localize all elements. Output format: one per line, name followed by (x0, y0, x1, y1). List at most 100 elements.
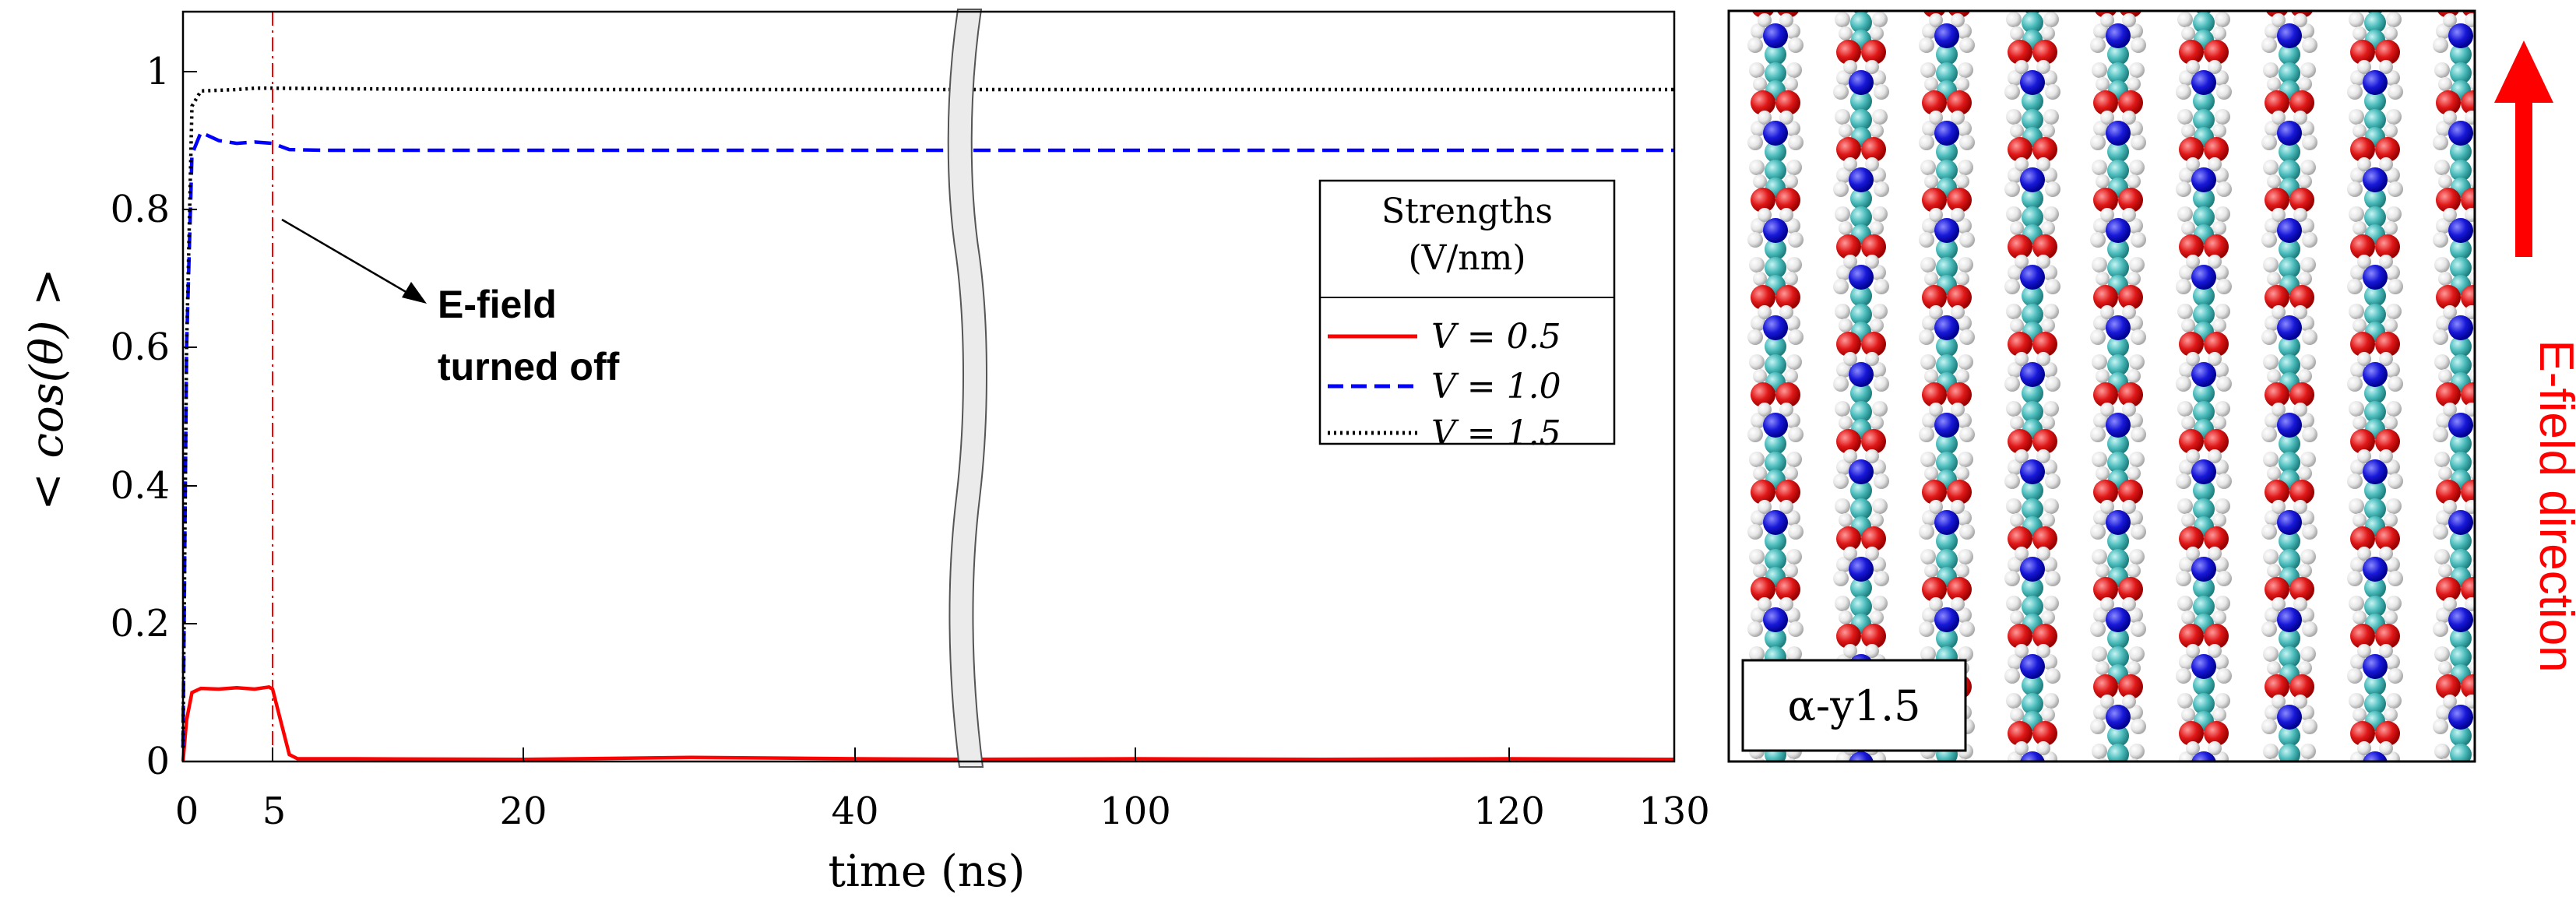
molecule (2090, 500, 2146, 602)
molecule (2090, 695, 2146, 761)
molecule (2004, 547, 2060, 649)
molecule (2176, 644, 2232, 746)
molecule (1833, 839, 1889, 918)
molecule (2004, 644, 2060, 746)
y-tick-label: 0.8 (111, 188, 170, 231)
molecule (2433, 13, 2475, 115)
series-layer (181, 86, 1675, 762)
legend-label-v10: V = 1.0 (1431, 367, 1561, 406)
x-tick-label: 100 (1100, 790, 1171, 833)
molecule (1833, 741, 1889, 761)
annotation-arrow-line (281, 218, 413, 297)
x-tick-label: 130 (1638, 790, 1710, 833)
molecule (2090, 792, 2146, 894)
molecule (2176, 255, 2232, 357)
molecule (2261, 13, 2317, 115)
plot-frame (181, 10, 1676, 763)
molecule (2090, 597, 2146, 699)
molecular-snapshot: α-y1.5 (1727, 9, 2489, 918)
molecule (2176, 839, 2232, 918)
molecule (1747, 403, 1804, 505)
molecule (1747, 13, 1804, 115)
molecule (2004, 449, 2060, 551)
molecule (1833, 352, 1889, 454)
molecule (1833, 157, 1889, 259)
x-tick-label: 20 (499, 790, 547, 833)
legend-label-v15: V = 1.5 (1431, 413, 1561, 453)
molecule (2261, 305, 2317, 407)
molecule (2261, 695, 2317, 761)
y-tick-label: 0.2 (111, 602, 170, 645)
series-line-2-segment-1 (181, 129, 975, 748)
y-tick-label: 0 (146, 740, 170, 783)
molecule (2261, 111, 2317, 213)
inset-frame (1727, 9, 2476, 763)
molecule (1833, 547, 1889, 649)
molecule (1919, 208, 1975, 310)
x-tick-label: 120 (1473, 790, 1545, 833)
inset-label-box (1741, 659, 1967, 752)
molecule (1747, 111, 1804, 213)
molecule (2090, 208, 2146, 310)
molecule (1833, 255, 1889, 357)
molecule (2347, 352, 2403, 454)
molecule (2261, 403, 2317, 505)
molecule (1919, 305, 1975, 407)
annotation: E-field turned off (281, 218, 620, 389)
y-tick-label: 0.4 (111, 464, 170, 508)
inset-label: α-y1.5 (1787, 681, 1920, 730)
legend-box (1318, 179, 1616, 445)
molecule (2090, 403, 2146, 505)
molecule (2347, 60, 2403, 162)
efield-direction-label: E-field direction (2529, 339, 2576, 672)
molecule (1747, 208, 1804, 310)
molecule (2004, 60, 2060, 162)
legend: Strengths (V/nm) V = 0.5 V = 1.0 V = 1.5 (1318, 179, 1616, 453)
series-line-1-segment-2 (948, 757, 1675, 761)
molecule (2347, 741, 2403, 761)
molecule (2004, 255, 2060, 357)
molecule (2004, 741, 2060, 761)
molecule (2090, 305, 2146, 407)
molecule (1833, 60, 1889, 162)
molecule (1747, 792, 1804, 894)
molecule (1919, 111, 1975, 213)
molecule (2433, 305, 2475, 407)
x-tick-label: 40 (831, 790, 878, 833)
molecule (2090, 13, 2146, 115)
molecule (1919, 792, 1975, 894)
y-tick-labels: 0 0.2 0.4 0.6 0.8 1 (111, 50, 170, 783)
x-tick-labels: 0 5 20 40 100 120 130 (175, 790, 1710, 833)
molecule (2347, 547, 2403, 649)
molecule (2176, 547, 2232, 649)
y-axis-label: < cos(θ) > (20, 268, 73, 510)
molecule (1747, 305, 1804, 407)
molecule (2347, 644, 2403, 746)
molecule (2433, 597, 2475, 699)
series-line-3-segment-1 (181, 86, 975, 748)
annotation-line2: turned off (438, 345, 620, 389)
annotation-arrow-head (402, 282, 427, 304)
molecule (2347, 157, 2403, 259)
series-line-1-segment-1 (181, 684, 975, 762)
molecule (2261, 500, 2317, 602)
axis-break (947, 9, 987, 768)
molecule (1747, 500, 1804, 602)
molecule (2176, 157, 2232, 259)
molecule (1919, 13, 1975, 115)
molecule (2433, 792, 2489, 894)
molecule (2433, 403, 2475, 505)
molecule (2433, 208, 2475, 310)
molecule (2261, 208, 2317, 310)
x-axis-label: time (ns) (829, 846, 1026, 897)
molecule (2433, 500, 2475, 602)
molecule (2433, 111, 2475, 213)
molecule (2261, 792, 2317, 894)
molecule (2433, 695, 2475, 761)
molecule (1833, 449, 1889, 551)
y-tick-label: 0.6 (111, 325, 170, 369)
molecule (2176, 352, 2232, 454)
molecule (2090, 111, 2146, 213)
axis-ticks (182, 71, 1675, 762)
